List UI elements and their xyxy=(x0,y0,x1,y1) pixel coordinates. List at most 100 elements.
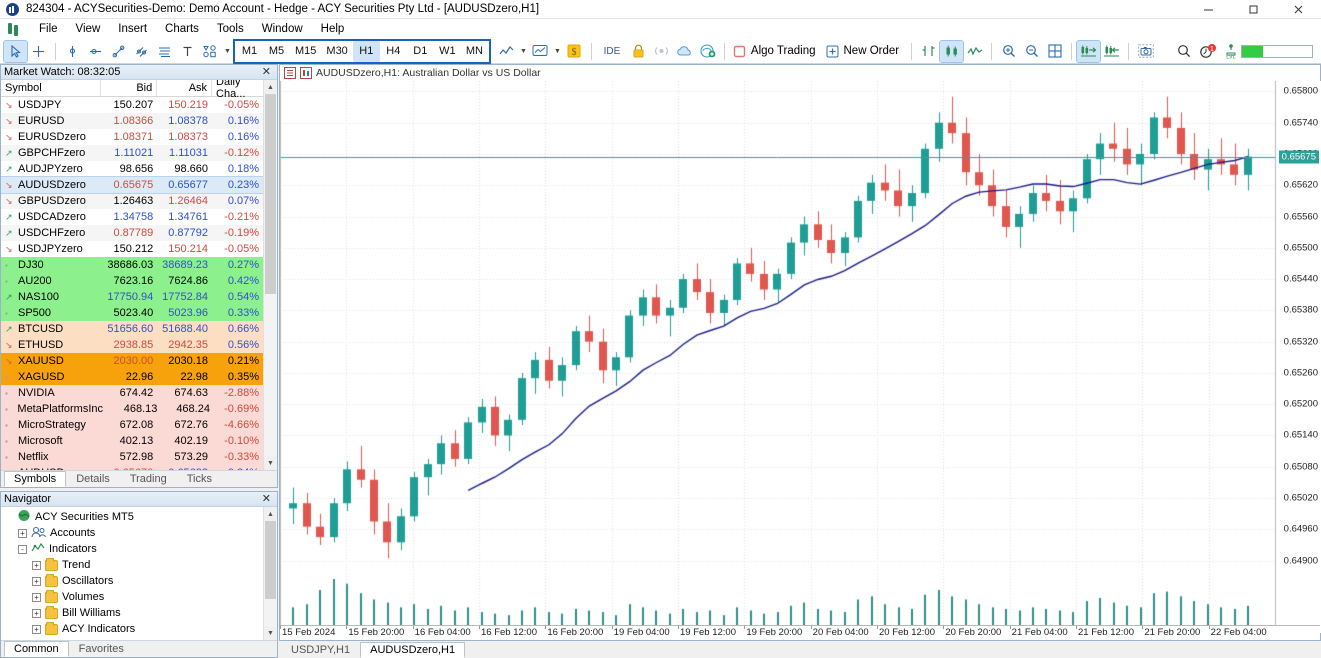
timeframe-m30[interactable]: M30 xyxy=(326,45,348,57)
nav-scroll-up-icon[interactable]: ▲ xyxy=(264,507,277,521)
timeframe-m1[interactable]: M1 xyxy=(241,45,258,57)
navigator-item[interactable]: + Bill Williams xyxy=(4,605,263,621)
screenshot-icon[interactable] xyxy=(1134,41,1157,62)
vps-icon[interactable] xyxy=(696,41,719,62)
menu-tools[interactable]: Tools xyxy=(216,23,244,35)
menu-file[interactable]: File xyxy=(39,23,58,35)
lock-icon[interactable] xyxy=(627,41,650,62)
timeframe-h4[interactable]: H4 xyxy=(386,45,401,57)
market-watch-row[interactable]: ▪ SP500 5023.40 5023.96 0.33% xyxy=(1,305,263,321)
shapes-tool-icon[interactable] xyxy=(199,41,222,62)
auto-scroll-icon[interactable] xyxy=(1076,39,1102,63)
menu-window[interactable]: Window xyxy=(261,23,303,35)
timeframe-m5[interactable]: M5 xyxy=(268,45,285,57)
expand-toggle-icon[interactable]: + xyxy=(32,608,41,618)
text-tool-icon[interactable] xyxy=(176,41,199,62)
chart-tab-usdjpy[interactable]: USDJPY,H1 xyxy=(291,644,351,656)
market-watch-row[interactable]: ▪ XAGUSD 22.96 22.98 0.35% xyxy=(1,369,263,385)
market-watch-row[interactable]: ↘ GBPUSDzero 1.26463 1.26464 0.07% xyxy=(1,193,263,209)
navigator-item[interactable]: + Volumes xyxy=(4,589,263,605)
expand-toggle-icon[interactable]: - xyxy=(18,544,27,554)
market-watch-row[interactable]: ↘ AUDUSDzero 0.65675 0.65677 0.23% xyxy=(1,176,263,194)
timeframe-h1[interactable]: H1 xyxy=(352,40,380,62)
time-scale[interactable]: 15 Feb 2024 15 Feb 20:00 16 Feb 04:00 16 Fe… xyxy=(280,625,1320,640)
market-watch-row[interactable]: ↗ AUDJPYzero 98.656 98.660 0.18% xyxy=(1,161,263,177)
market-watch-close-icon[interactable]: ✕ xyxy=(261,66,271,78)
nav-scroll-down-icon[interactable]: ▼ xyxy=(264,626,277,640)
fibonacci-tool-icon[interactable] xyxy=(153,41,176,62)
market-watch-row[interactable]: ▪ Netflix 572.98 573.29 -0.33% xyxy=(1,449,263,465)
vertical-line-tool-icon[interactable] xyxy=(61,41,84,62)
algo-trading-button[interactable]: Algo Trading xyxy=(730,41,823,62)
close-button[interactable] xyxy=(1276,0,1321,19)
timeframe-mn[interactable]: MN xyxy=(465,45,483,57)
tab-favorites[interactable]: Favorites xyxy=(78,643,124,655)
trade-symbol-icon[interactable]: $ xyxy=(563,41,586,62)
market-watch-scrollbar[interactable]: ▲ ▼ xyxy=(263,80,277,470)
indicators-dropdown-icon[interactable]: ▼ xyxy=(553,47,561,55)
market-watch-row[interactable]: ▪ DJ30 38686.03 38689.23 0.27% xyxy=(1,257,263,273)
broadcast-icon[interactable] xyxy=(650,41,673,62)
shapes-dropdown-icon[interactable]: ▼ xyxy=(224,47,231,55)
alerts-icon[interactable]: 1 xyxy=(1195,41,1221,62)
nav-scroll-thumb[interactable] xyxy=(265,521,276,599)
scroll-track[interactable] xyxy=(264,94,277,456)
navigator-item[interactable]: + Oscillators xyxy=(4,573,263,589)
cursor-tool-icon[interactable] xyxy=(3,39,28,63)
chart-plot[interactable]: 0.658000.657400.656800.656200.655600.655… xyxy=(280,81,1321,633)
chart-tab-audusdzero[interactable]: AUDUSDzero,H1 xyxy=(360,642,466,658)
market-watch-row[interactable]: ↘ USDJPY 150.207 150.219 -0.05% xyxy=(1,97,263,113)
market-watch-row[interactable]: ↗ USDCADzero 1.34758 1.34761 -0.21% xyxy=(1,209,263,225)
timeframe-w1[interactable]: W1 xyxy=(439,45,456,57)
chart-symbol-icon[interactable] xyxy=(300,67,312,79)
candlestick-chart-icon[interactable] xyxy=(939,39,965,63)
column-bid[interactable]: Bid xyxy=(101,80,158,96)
scroll-down-icon[interactable]: ▼ xyxy=(264,456,277,470)
search-icon[interactable] xyxy=(1172,41,1195,62)
line-chart-mode-icon[interactable] xyxy=(963,41,986,62)
market-watch-row[interactable]: ↘ ETHUSD 2938.85 2942.35 0.56% xyxy=(1,337,263,353)
timeframe-m15[interactable]: M15 xyxy=(295,45,317,57)
trendline-tool-icon[interactable] xyxy=(107,41,130,62)
menu-view[interactable]: View xyxy=(75,23,101,35)
navigator-item[interactable]: ACY Securities MT5 xyxy=(4,509,263,525)
market-watch-row[interactable]: ▪ NVIDIA 674.42 674.63 -2.88% xyxy=(1,385,263,401)
market-watch-row[interactable]: ▪ MicroStrategy 672.08 672.76 -4.66% xyxy=(1,417,263,433)
tab-symbols[interactable]: Symbols xyxy=(4,471,67,487)
navigator-item[interactable]: + Trend xyxy=(4,557,263,573)
navigator-item[interactable]: + Accounts xyxy=(4,525,263,541)
nav-scroll-track[interactable] xyxy=(264,521,277,626)
navigator-item[interactable]: + ACY Indicators xyxy=(4,621,263,637)
ide-button[interactable]: IDE xyxy=(597,41,627,62)
expand-toggle-icon[interactable]: + xyxy=(18,528,27,538)
navigator-close-icon[interactable]: ✕ xyxy=(261,493,271,505)
menu-help[interactable]: Help xyxy=(320,23,345,35)
channel-tool-icon[interactable] xyxy=(130,41,153,62)
market-watch-row[interactable]: ↘ EURUSD 1.08366 1.08378 0.16% xyxy=(1,113,263,129)
chart-type-dropdown-icon[interactable]: ▼ xyxy=(519,47,527,55)
crosshair-tool-icon[interactable] xyxy=(27,41,50,62)
scroll-up-icon[interactable]: ▲ xyxy=(264,80,277,94)
zoom-out-icon[interactable] xyxy=(1020,41,1043,62)
menu-charts[interactable]: Charts xyxy=(165,23,199,35)
menu-insert[interactable]: Insert xyxy=(118,23,148,35)
market-watch-row[interactable]: ↘ USDJPYzero 150.212 150.214 -0.05% xyxy=(1,241,263,257)
column-daily-change[interactable]: Daily Cha... xyxy=(216,80,246,100)
chart-shift-icon[interactable] xyxy=(1100,41,1123,62)
new-order-button[interactable]: New Order xyxy=(823,41,907,62)
column-ask[interactable]: Ask xyxy=(157,80,213,96)
market-watch-row[interactable]: ▪ AU200 7623.16 7624.86 0.42% xyxy=(1,273,263,289)
horizontal-line-tool-icon[interactable] xyxy=(84,41,107,62)
maximize-button[interactable] xyxy=(1231,0,1276,19)
zoom-in-icon[interactable] xyxy=(997,41,1020,62)
chart-properties-icon[interactable] xyxy=(284,67,296,79)
tile-windows-icon[interactable] xyxy=(1043,41,1066,62)
cloud-icon[interactable] xyxy=(673,41,696,62)
market-watch-row[interactable]: ▪ Microsoft 402.13 402.19 -0.10% xyxy=(1,433,263,449)
scroll-thumb[interactable] xyxy=(265,94,276,294)
expand-toggle-icon[interactable]: + xyxy=(32,624,41,634)
market-watch-row[interactable]: ↗ GBPCHFzero 1.11021 1.11031 -0.12% xyxy=(1,145,263,161)
expand-toggle-icon[interactable]: + xyxy=(32,560,41,570)
tab-trading[interactable]: Trading xyxy=(129,473,167,485)
bar-chart-icon[interactable] xyxy=(917,41,940,62)
